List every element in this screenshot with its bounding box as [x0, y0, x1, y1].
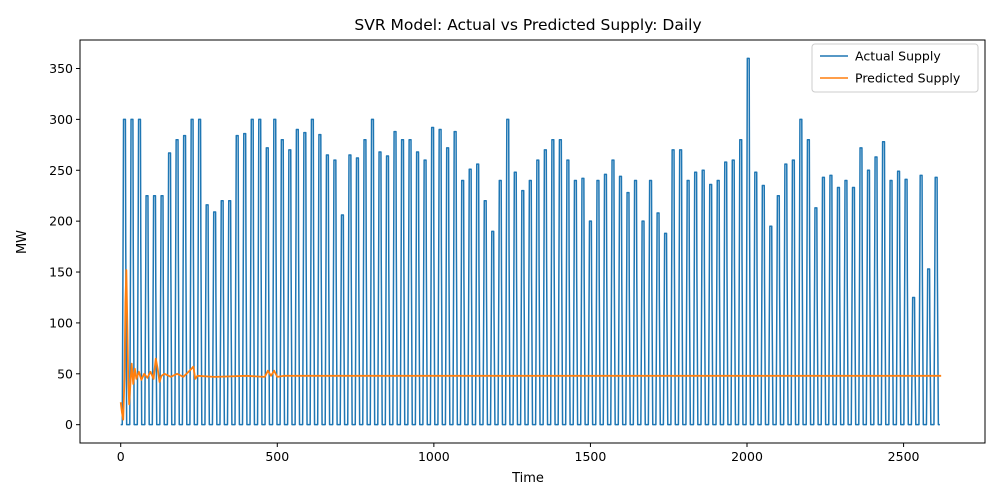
legend: Actual Supply Predicted Supply	[811, 43, 979, 93]
legend-box	[811, 43, 979, 93]
y-tick-label: 350	[49, 61, 73, 76]
plot-frame	[79, 39, 986, 444]
y-tick-label: 100	[49, 315, 73, 330]
y-tick-label: 200	[49, 214, 73, 229]
y-tick-label: 300	[49, 112, 73, 127]
y-tick-label: 50	[57, 366, 73, 381]
x-tick-label: 2500	[888, 449, 920, 464]
x-tick-label: 0	[117, 449, 125, 464]
x-axis: 0 500 1000 1500 2000 2500	[117, 443, 920, 464]
chart-title: SVR Model: Actual vs Predicted Supply: D…	[354, 16, 701, 34]
series-line-predicted-supply	[119, 269, 942, 421]
y-axis-label: MW	[15, 230, 30, 254]
y-axis: 0 50 100 150 200 250 300 350	[49, 61, 80, 432]
x-tick-label: 2000	[731, 449, 763, 464]
x-tick-label: 1000	[418, 449, 450, 464]
legend-label-actual: Actual Supply	[855, 49, 941, 64]
y-tick-label: 150	[49, 265, 73, 280]
series-line-actual-supply	[120, 57, 940, 426]
y-tick-label: 0	[65, 417, 73, 432]
legend-label-predicted: Predicted Supply	[855, 71, 961, 86]
x-axis-label: Time	[511, 471, 544, 486]
x-tick-label: 500	[265, 449, 289, 464]
plot-area	[79, 39, 986, 444]
y-tick-label: 250	[49, 163, 73, 178]
x-tick-label: 1500	[575, 449, 607, 464]
